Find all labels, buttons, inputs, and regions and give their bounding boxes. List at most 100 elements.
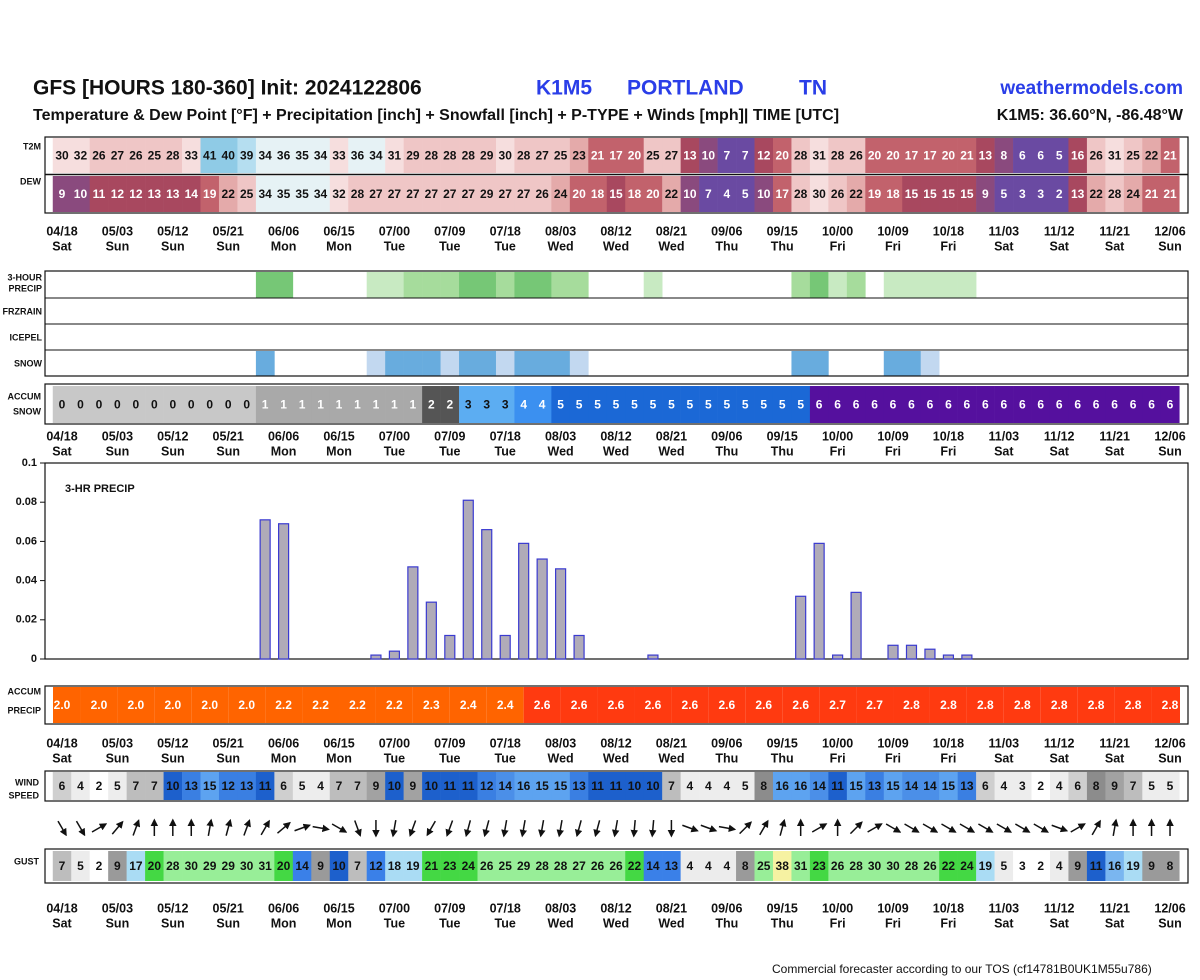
cell-label: 4 [317,779,324,793]
cell [117,687,155,723]
cell [551,772,571,800]
cell [459,138,478,173]
cell-label: 30 [886,859,900,873]
cell [902,851,922,881]
cell-label: 17 [776,187,790,201]
cell [699,772,718,800]
cell-label: 2.7 [829,698,846,712]
precip-cell [274,272,294,298]
cell [495,176,515,212]
snow-cell [403,351,423,376]
wind-arrow [538,819,546,838]
cell-label: 11 [1090,859,1103,873]
bar [555,568,567,660]
cell [182,772,201,800]
cell [459,851,478,881]
cell-label: 27 [443,187,457,201]
x-tick-day: Sat [994,916,1014,930]
wind-arrow [849,821,863,835]
cell [680,386,700,423]
frame [44,685,1189,725]
wind-arrow [132,819,141,836]
cell [228,687,266,723]
cell-label: 7 [723,149,730,163]
x-tick-day: Sun [161,751,185,765]
cell-label: 5 [668,398,675,412]
cell [865,138,885,173]
cell [772,138,792,173]
cell [569,851,589,881]
cell-label: 2.8 [1014,698,1031,712]
cell [237,386,257,423]
cell-label: 4 [723,859,730,873]
cell [218,176,238,212]
cell [671,687,709,723]
cell [53,687,81,723]
cell-label: 2.2 [312,698,329,712]
cell [329,176,349,212]
cell-label: 3 [1019,187,1026,201]
x-tick-day: Sun [161,239,185,253]
snow-cell [902,351,922,376]
x-tick-date: 05/03 [102,429,133,443]
cell [1040,687,1078,723]
wind-arrow [682,824,699,833]
state: TN [799,77,827,100]
snow-cell [551,351,571,376]
snow-cell [809,351,829,376]
cell [1114,687,1152,723]
cell-label: 16 [517,779,531,793]
wind-arrow [779,818,787,836]
cell-label: 25 [757,859,771,873]
cell [292,138,312,173]
cell [218,138,238,173]
cell-label: 15 [849,779,863,793]
cell [532,851,552,881]
cell [717,772,737,800]
x-tick-day: Fri [940,751,956,765]
cell-label: 28 [166,859,180,873]
cell [1142,851,1162,881]
x-tick-date: 09/15 [767,736,798,750]
cell [89,851,109,881]
cell-label: 5 [760,398,767,412]
cell-label: 2.8 [977,698,994,712]
x-tick-day: Tue [495,916,516,930]
cell-label: 2 [1056,187,1063,201]
cell [154,687,192,723]
cell-label: 20 [277,859,291,873]
cell [846,176,866,212]
x-tick-day: Sat [1049,751,1069,765]
cell [1049,772,1069,800]
x-tick-day: Wed [548,239,574,253]
cell [662,176,681,212]
cell [791,176,811,212]
cell-label: 5 [1148,779,1155,793]
cell [1013,851,1032,881]
cell [597,687,635,723]
cell-label: 12 [129,187,143,201]
x-tick-day: Sat [1049,444,1069,458]
cell-label: 38 [776,859,790,873]
cell-label: 6 [908,398,915,412]
cell-label: 27 [388,187,402,201]
cell-label: 31 [1108,149,1122,163]
x-tick-day: Tue [384,751,405,765]
cell [957,772,977,800]
wind-arrow [1091,819,1101,836]
x-tick-date: 08/03 [545,736,576,750]
row-label: PRECIP [7,705,41,715]
cell [699,851,718,881]
cell [893,687,930,723]
cell-label: 25 [646,149,660,163]
cell-label: 28 [351,187,365,201]
x-tick-date: 05/12 [157,429,188,443]
cell [218,386,238,423]
cell [274,176,294,212]
cell [255,386,275,423]
cell-label: 26 [535,187,549,201]
cell [699,176,718,212]
y-tick-label: 0.02 [16,614,37,626]
cell-label: 20 [868,149,882,163]
